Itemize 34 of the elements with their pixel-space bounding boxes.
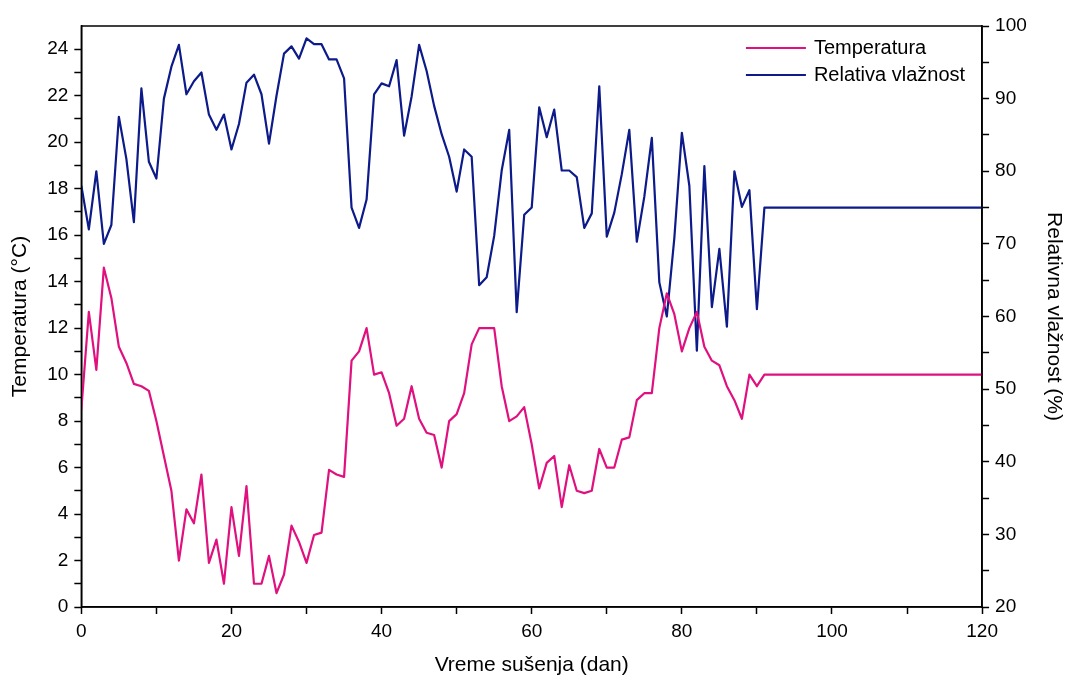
y-tick-label: 16 — [47, 223, 69, 245]
y2-tick-label: 100 — [995, 14, 1027, 36]
y-tick-label: 6 — [57, 455, 69, 477]
y2-tick-label: 40 — [995, 449, 1017, 471]
y2-tick-label: 70 — [995, 232, 1017, 254]
y-tick-label: 12 — [47, 316, 69, 338]
x-tick-label: 80 — [671, 619, 693, 641]
y2-axis-title: Relativna vlažnost (%) — [1043, 212, 1067, 421]
y-tick-label: 0 — [57, 595, 69, 617]
x-tick-label: 20 — [220, 619, 243, 641]
x-tick-label: 60 — [521, 619, 543, 641]
y-tick-label: 10 — [47, 362, 69, 384]
y-tick-label: 20 — [47, 130, 69, 152]
y-tick-label: 22 — [47, 83, 69, 105]
y2-tick-label: 90 — [995, 86, 1017, 108]
y-tick-label: 4 — [57, 502, 69, 524]
y2-tick-label: 30 — [995, 522, 1017, 544]
y2-tick-label: 60 — [995, 304, 1017, 326]
y2-tick-label: 20 — [995, 595, 1017, 617]
legend-label: Relativa vlažnost — [813, 62, 966, 85]
x-axis-title: Vreme sušenja (dan) — [434, 652, 629, 676]
y-tick-label: 2 — [57, 548, 69, 570]
x-tick-label: 120 — [966, 619, 998, 641]
y-tick-label: 8 — [57, 409, 69, 431]
x-tick-label: 100 — [816, 619, 848, 641]
y-tick-label: 24 — [47, 37, 69, 59]
y-tick-label: 14 — [47, 269, 69, 291]
y2-tick-label: 80 — [995, 159, 1017, 181]
y-tick-label: 18 — [47, 176, 69, 198]
y-axis-title: Temperatura (°C) — [7, 235, 31, 398]
x-tick-label: 40 — [371, 619, 393, 641]
legend-label: Temperatura — [813, 35, 928, 58]
x-tick-label: 0 — [76, 619, 87, 641]
y2-tick-label: 50 — [995, 377, 1017, 399]
